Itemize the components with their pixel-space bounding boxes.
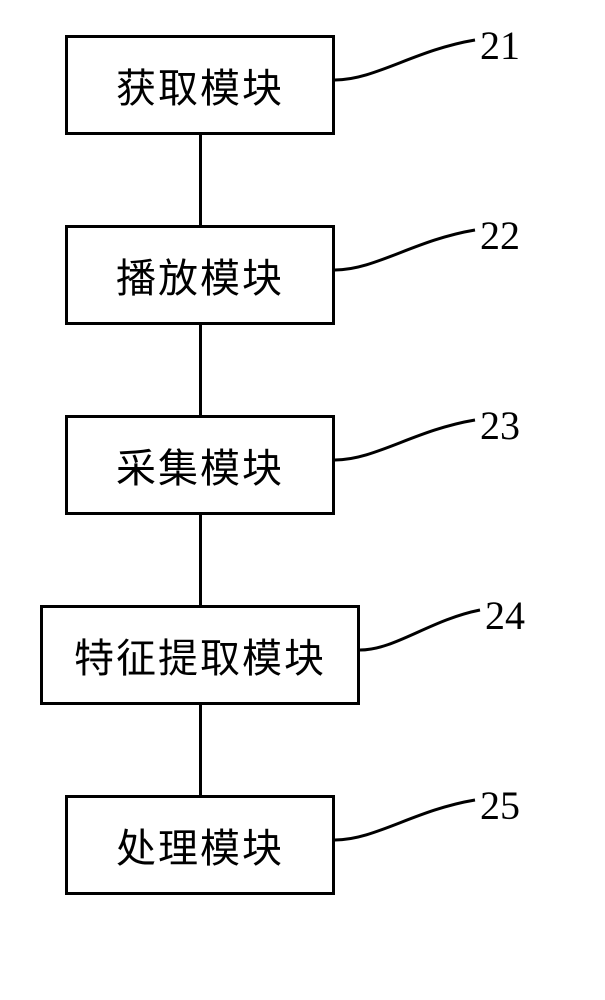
node-label: 获取模块 (116, 56, 284, 114)
node-label: 播放模块 (116, 246, 284, 304)
node-label: 处理模块 (116, 816, 284, 874)
lead-line (335, 420, 495, 480)
node-label: 采集模块 (116, 436, 284, 494)
lead-line (335, 40, 495, 100)
node-process-module: 处理模块 (65, 795, 335, 895)
lead-line (335, 230, 495, 290)
node-acquire-module: 获取模块 (65, 35, 335, 135)
connector (199, 705, 202, 795)
diagram-canvas: 获取模块 21 播放模块 22 采集模块 23 特征提取模块 24 处理模块 2… (0, 0, 605, 1000)
node-play-module: 播放模块 (65, 225, 335, 325)
lead-line (335, 800, 495, 860)
node-number: 23 (480, 402, 520, 449)
node-feature-extract-module: 特征提取模块 (40, 605, 360, 705)
node-label: 特征提取模块 (74, 626, 326, 684)
node-collect-module: 采集模块 (65, 415, 335, 515)
connector (199, 135, 202, 225)
node-number: 25 (480, 782, 520, 829)
node-number: 24 (485, 592, 525, 639)
node-number: 21 (480, 22, 520, 69)
node-number: 22 (480, 212, 520, 259)
connector (199, 325, 202, 415)
connector (199, 515, 202, 605)
